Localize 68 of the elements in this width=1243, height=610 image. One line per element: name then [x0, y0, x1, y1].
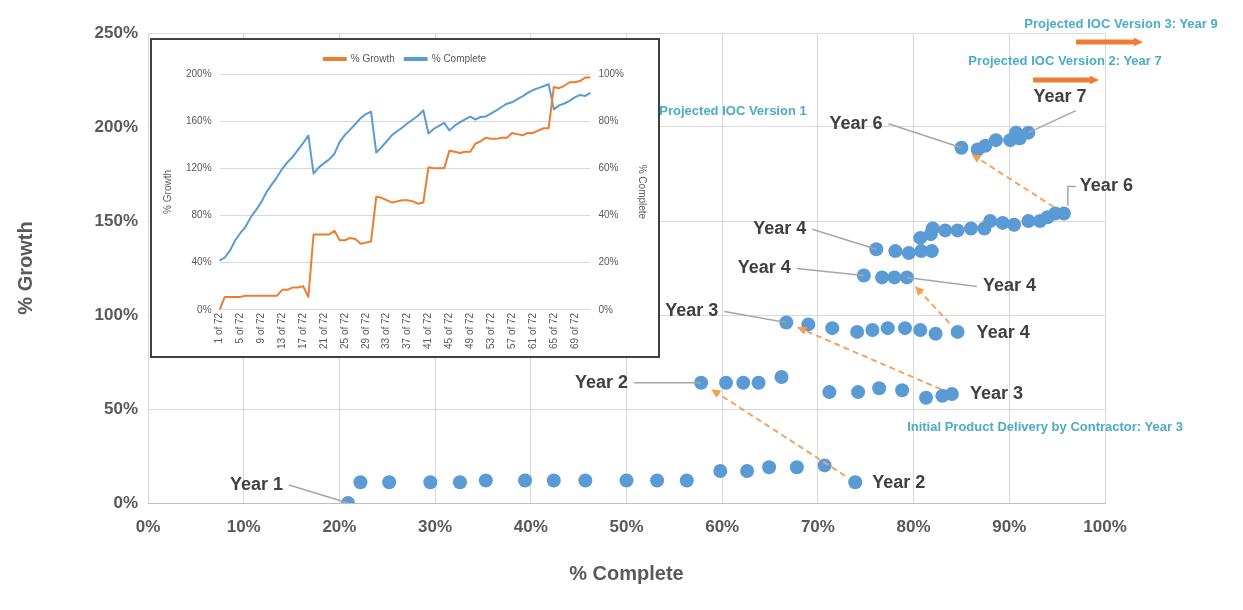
- x-tick-label: 20%: [322, 516, 357, 536]
- x-tick-label: 1 of 72: [213, 312, 225, 344]
- x-tick-label: 13 of 72: [276, 312, 287, 350]
- y-tick-label: 150%: [94, 210, 138, 230]
- annotation: Year 2: [872, 472, 926, 493]
- x-tick-label: 65 of 72: [547, 312, 559, 350]
- y-tick-label: 0%: [113, 492, 138, 512]
- x-tick-label: 21 of 72: [317, 312, 329, 350]
- y-tick-label: 50%: [103, 398, 138, 418]
- annotation: Projected IOC Version 2: Year 7: [968, 52, 1162, 68]
- annotation: Year 7: [1033, 85, 1087, 106]
- y-axis-title: % Growth: [13, 221, 36, 315]
- y2-tick-label: 0%: [598, 303, 613, 315]
- y2-tick-label: 100%: [598, 67, 625, 79]
- x-tick-label: 57 of 72: [505, 312, 517, 350]
- annotation: Year 3: [969, 382, 1023, 403]
- x-tick-label: 17 of 72: [296, 312, 308, 350]
- annotation: Year 3: [665, 300, 719, 321]
- x-tick-label: 90%: [992, 516, 1027, 536]
- x-tick-label: 100%: [1083, 516, 1127, 536]
- text: Projected IOC Version 3: Year 9: [1024, 15, 1218, 31]
- x-tick-label: 40%: [513, 516, 548, 536]
- x-tick-label: 53 of 72: [484, 312, 496, 350]
- y-tick-label: 160%: [186, 114, 212, 126]
- x-tick-label: 41 of 72: [422, 312, 434, 350]
- annotation: Year 4: [982, 275, 1036, 296]
- x-tick-label: 25 of 72: [338, 312, 350, 350]
- y-tick-label: 250%: [94, 22, 138, 42]
- y2-tick-label: 20%: [598, 256, 619, 268]
- y-tick-label: 80%: [191, 209, 212, 221]
- annotation: Year 4: [737, 257, 791, 278]
- annotation: Year 2: [575, 371, 629, 392]
- annotation: Year 6: [1079, 175, 1133, 196]
- legend-label: % Growth: [350, 52, 395, 64]
- annotation: Year 6: [829, 112, 883, 133]
- x-tick-label: 49 of 72: [464, 312, 476, 350]
- x-tick-label: 70%: [800, 516, 835, 536]
- x-tick-label: 5 of 72: [234, 312, 246, 344]
- annotation: Year 1: [229, 473, 284, 494]
- x-tick-label: 61 of 72: [526, 312, 538, 350]
- x-tick-label: 33 of 72: [380, 312, 392, 350]
- x-tick-label: 80%: [896, 516, 931, 536]
- x-tick-label: 50%: [609, 516, 644, 536]
- x-tick-label: 37 of 72: [401, 312, 413, 350]
- y-tick-label: 200%: [186, 67, 212, 79]
- y2-tick-label: 80%: [598, 114, 619, 126]
- x-tick-label: 45 of 72: [443, 312, 455, 350]
- legend-label: % Complete: [431, 52, 487, 64]
- y-tick-label: 40%: [191, 256, 212, 268]
- annotation: Year 4: [976, 321, 1030, 342]
- y-axis-title: % Growth: [161, 169, 173, 214]
- annotation: Year 4: [753, 218, 807, 239]
- x-tick-label: 9 of 72: [255, 312, 267, 344]
- x-tick-label: 69 of 72: [568, 312, 580, 350]
- x-tick-label: 0%: [135, 516, 161, 536]
- x-tick-label: 29 of 72: [359, 312, 371, 350]
- x-tick-label: 60%: [705, 516, 740, 536]
- x-tick-label: 30%: [418, 516, 453, 536]
- annotation: Projected IOC Version 1: [659, 102, 807, 118]
- x-tick-label: 10%: [226, 516, 261, 536]
- annotation: Initial Product Delivery by Contractor: Year 3: [907, 418, 1183, 434]
- y-tick-label: 0%: [197, 303, 212, 315]
- y-tick-label: 200%: [94, 116, 138, 136]
- y2-tick-label: 40%: [598, 209, 619, 221]
- x-axis-title: % Complete: [569, 561, 684, 584]
- y2-tick-label: 60%: [598, 162, 619, 174]
- y2-axis-title: % Complete: [637, 164, 649, 220]
- y-tick-label: 120%: [186, 162, 212, 174]
